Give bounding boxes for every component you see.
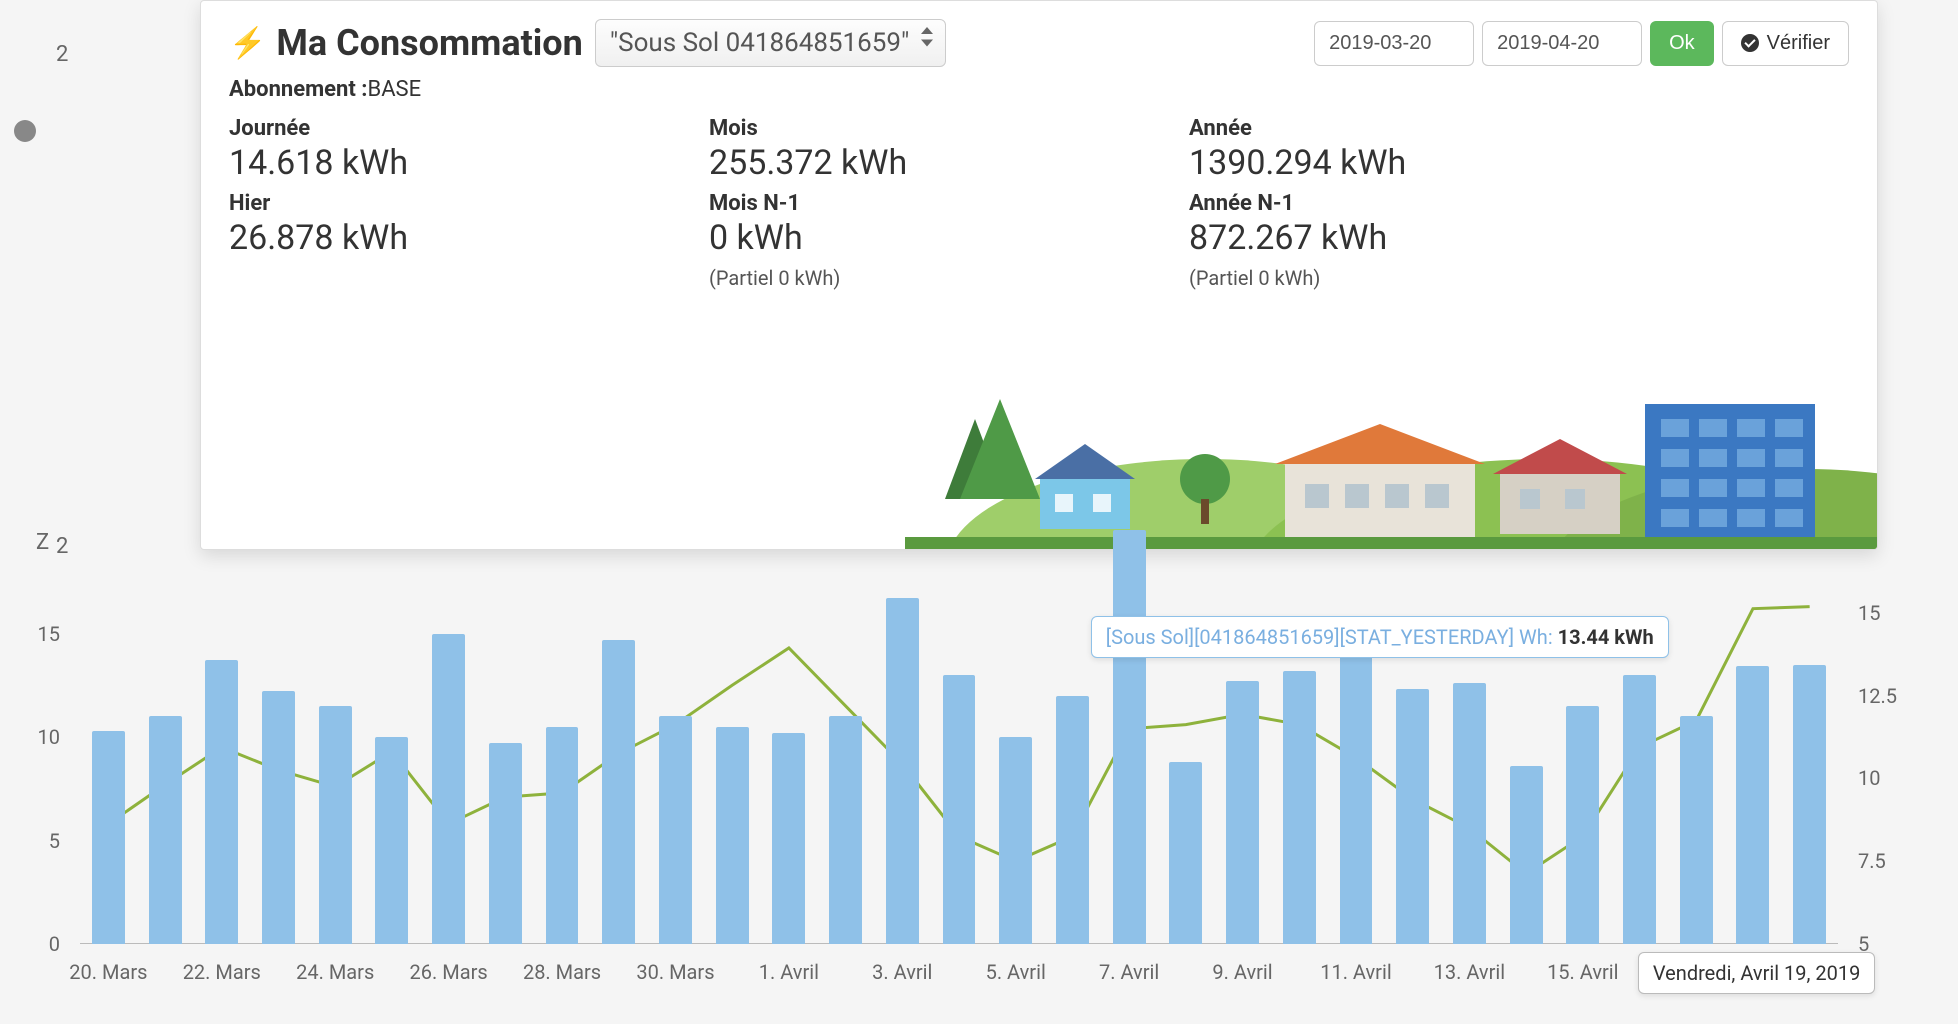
x-tick-label: 26. Mars xyxy=(410,960,488,984)
cityscape-illustration xyxy=(905,369,1878,549)
chart-bar[interactable] xyxy=(546,727,579,944)
chart-bar[interactable] xyxy=(262,691,295,944)
check-icon xyxy=(1741,34,1759,52)
chart-bar[interactable] xyxy=(886,598,919,944)
date-controls: Ok Vérifier xyxy=(1314,21,1849,66)
mois-n1-label: Mois N-1 xyxy=(709,191,1069,216)
chart-bar[interactable] xyxy=(602,640,635,944)
chart-bar[interactable] xyxy=(149,716,182,944)
chart-date-tooltip: Vendredi, Avril 19, 2019 xyxy=(1638,952,1876,994)
bolt-icon: ⚡ xyxy=(229,26,266,61)
x-tick-label: 1. Avril xyxy=(759,960,819,984)
stat-col-day: Journée 14.618 kWh Hier 26.878 kWh xyxy=(229,110,589,290)
panel-header: ⚡ Ma Consommation "Sous Sol 041864851659… xyxy=(229,19,1849,67)
date-from-input[interactable] xyxy=(1314,21,1474,66)
chart-bar[interactable] xyxy=(1340,634,1373,945)
app-root: 2 Z 2 ⚡ Ma Consommation "Sous Sol 041864… xyxy=(0,0,1958,1024)
chart-bar[interactable] xyxy=(1680,716,1713,944)
meter-select-value: "Sous Sol 041864851659" xyxy=(610,28,910,58)
stat-col-year: Année 1390.294 kWh Année N-1 872.267 kWh… xyxy=(1189,110,1549,290)
chart-bar[interactable] xyxy=(92,731,125,944)
chart-bar[interactable] xyxy=(205,660,238,944)
y-tick-right: 12.5 xyxy=(1858,684,1918,708)
x-tick-label: 15. Avril xyxy=(1547,960,1618,984)
abonnement-value: BASE xyxy=(368,77,422,102)
chart-bar[interactable] xyxy=(1453,683,1486,944)
mois-n1-sub: (Partiel 0 kWh) xyxy=(709,266,1069,290)
y-tick-right: 10 xyxy=(1858,766,1918,790)
chart-bar[interactable] xyxy=(943,675,976,944)
y-tick-left: 5 xyxy=(20,829,60,853)
chart-bar[interactable] xyxy=(319,706,352,944)
chart-bar[interactable] xyxy=(829,716,862,944)
title-group: ⚡ Ma Consommation "Sous Sol 041864851659… xyxy=(229,19,946,67)
x-tick-label: 30. Mars xyxy=(636,960,714,984)
x-tick-label: 5. Avril xyxy=(986,960,1046,984)
x-tick-label: 3. Avril xyxy=(872,960,932,984)
annee-label: Année xyxy=(1189,116,1549,141)
x-tick-label: 13. Avril xyxy=(1434,960,1505,984)
chart-bar[interactable] xyxy=(1283,671,1316,944)
consumption-chart[interactable]: 05101557.51012.51520. Mars22. Mars24. Ma… xyxy=(20,530,1918,1004)
chart-bar[interactable] xyxy=(1623,675,1656,944)
x-tick-label: 24. Mars xyxy=(296,960,374,984)
mois-label: Mois xyxy=(709,116,1069,141)
x-tick-label: 9. Avril xyxy=(1212,960,1272,984)
verify-label: Vérifier xyxy=(1767,32,1830,55)
tooltip-prefix: [Sous Sol][041864851659][STAT_YESTERDAY]… xyxy=(1106,625,1548,649)
hier-label: Hier xyxy=(229,191,589,216)
x-tick-label: 7. Avril xyxy=(1099,960,1159,984)
x-tick-label: 11. Avril xyxy=(1320,960,1391,984)
abonnement-label: Abonnement : xyxy=(229,77,368,102)
y-tick-left: 10 xyxy=(20,725,60,749)
ok-button[interactable]: Ok xyxy=(1650,21,1714,66)
chart-bar[interactable] xyxy=(1113,530,1146,944)
y-tick-left: 15 xyxy=(20,622,60,646)
x-tick-label: 22. Mars xyxy=(183,960,261,984)
title-text: Ma Consommation xyxy=(276,22,582,64)
chart-bar[interactable] xyxy=(375,737,408,944)
chart-bar[interactable] xyxy=(772,733,805,944)
mois-n1-value: 0 kWh xyxy=(709,218,1069,258)
y-tick-right: 15 xyxy=(1858,601,1918,625)
bg-dot xyxy=(14,120,36,142)
hier-value: 26.878 kWh xyxy=(229,218,589,258)
chart-bar[interactable] xyxy=(1510,766,1543,944)
chart-bar[interactable] xyxy=(999,737,1032,944)
journee-value: 14.618 kWh xyxy=(229,143,589,183)
chart-plot xyxy=(80,530,1838,944)
meter-select[interactable]: "Sous Sol 041864851659" xyxy=(595,19,947,67)
date-to-input[interactable] xyxy=(1482,21,1642,66)
annee-n1-value: 872.267 kWh xyxy=(1189,218,1549,258)
annee-n1-label: Année N-1 xyxy=(1189,191,1549,216)
journee-label: Journée xyxy=(229,116,589,141)
verify-button[interactable]: Vérifier xyxy=(1722,21,1849,66)
x-tick-label: 20. Mars xyxy=(69,960,147,984)
chart-bar[interactable] xyxy=(432,634,465,945)
chart-bar[interactable] xyxy=(1793,665,1826,944)
bg-fragment-2a: 2 xyxy=(56,42,68,67)
annee-n1-sub: (Partiel 0 kWh) xyxy=(1189,266,1549,290)
chart-bar[interactable] xyxy=(1736,666,1769,944)
chart-bar[interactable] xyxy=(1226,681,1259,944)
tooltip-value: 13.44 kWh xyxy=(1558,625,1654,649)
y-tick-right: 7.5 xyxy=(1858,849,1918,873)
chart-bar[interactable] xyxy=(489,743,522,944)
abonnement-row: Abonnement :BASE xyxy=(229,77,1849,102)
page-title: ⚡ Ma Consommation xyxy=(229,22,583,64)
chart-tooltip: [Sous Sol][041864851659][STAT_YESTERDAY]… xyxy=(1091,616,1669,658)
chart-bar[interactable] xyxy=(1056,696,1089,944)
chart-bar[interactable] xyxy=(1169,762,1202,944)
consumption-panel: ⚡ Ma Consommation "Sous Sol 041864851659… xyxy=(200,0,1878,550)
stats-grid: Journée 14.618 kWh Hier 26.878 kWh Mois … xyxy=(229,110,1849,320)
chart-bar[interactable] xyxy=(1566,706,1599,944)
mois-value: 255.372 kWh xyxy=(709,143,1069,183)
stat-col-month: Mois 255.372 kWh Mois N-1 0 kWh (Partiel… xyxy=(709,110,1069,290)
chart-bar[interactable] xyxy=(716,727,749,944)
chart-bar[interactable] xyxy=(1396,689,1429,944)
annee-value: 1390.294 kWh xyxy=(1189,143,1549,183)
y-tick-left: 0 xyxy=(20,932,60,956)
chart-bar[interactable] xyxy=(659,716,692,944)
x-tick-label: 28. Mars xyxy=(523,960,601,984)
